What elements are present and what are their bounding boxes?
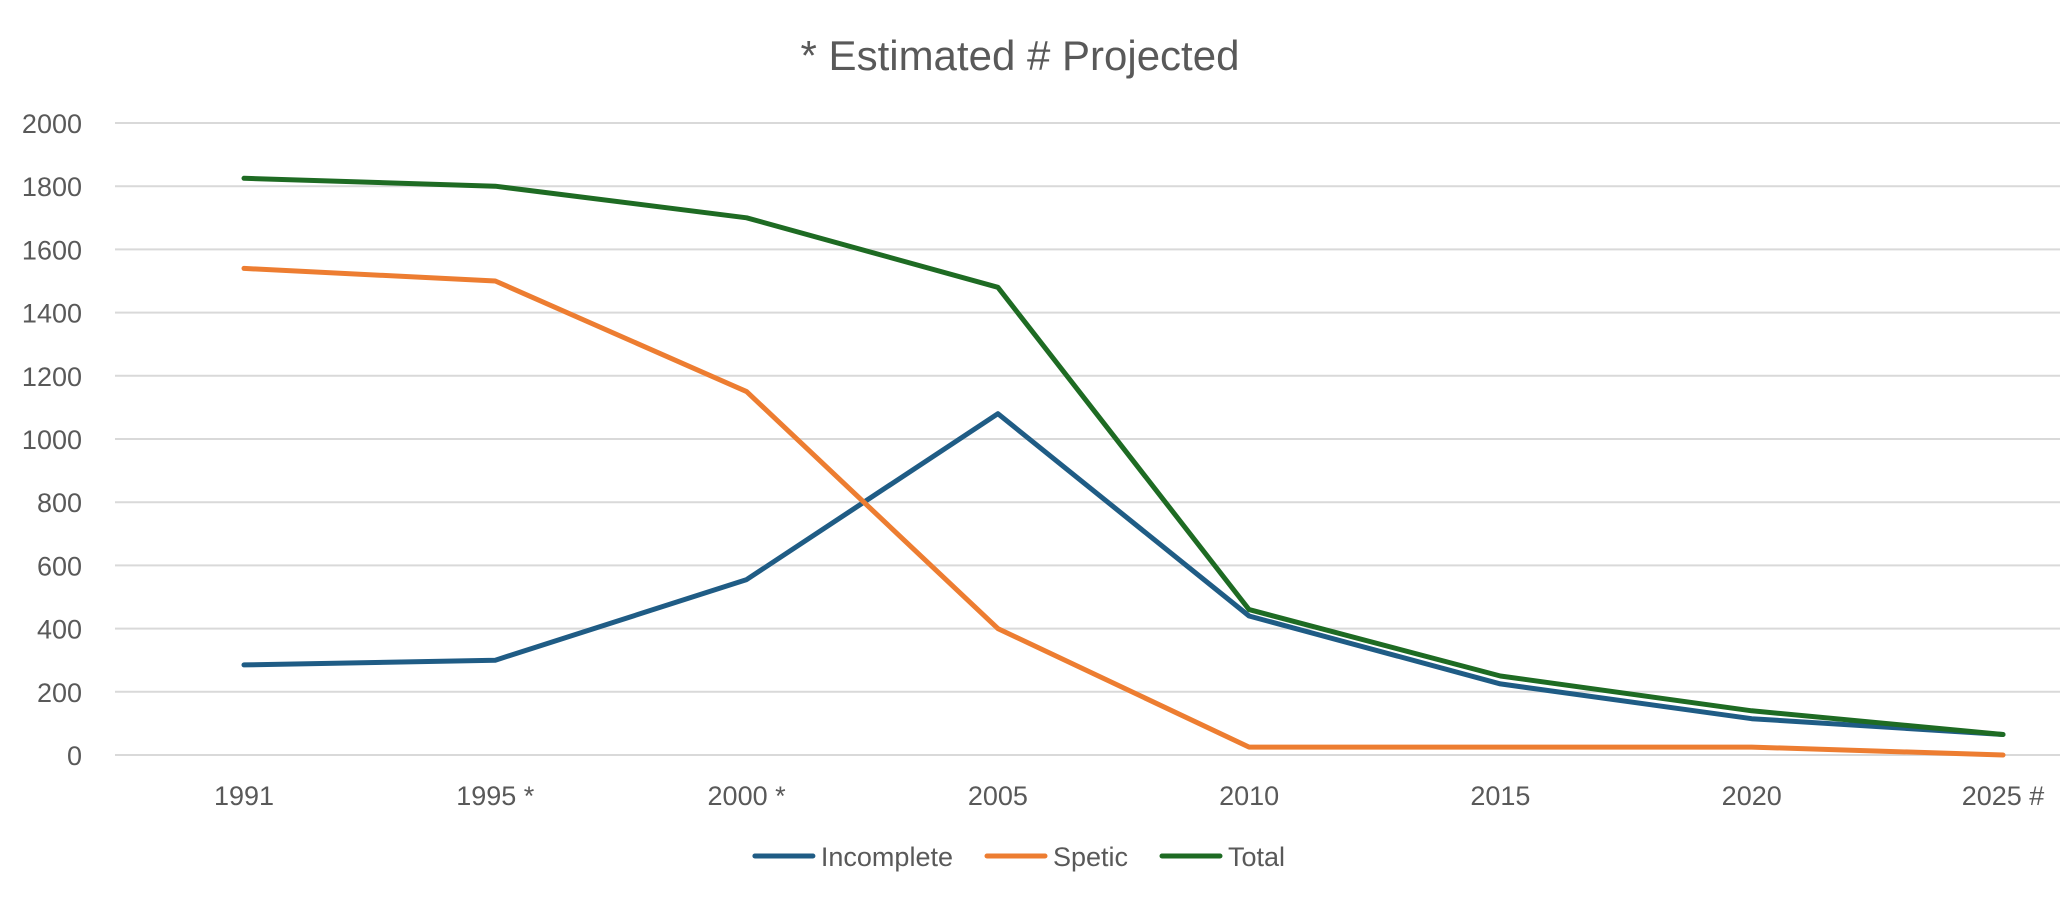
- y-tick-label: 400: [37, 615, 82, 645]
- x-tick-label: 2005: [968, 781, 1028, 811]
- x-tick-label: 2010: [1219, 781, 1279, 811]
- legend-label: Incomplete: [821, 842, 953, 872]
- series-line-spetic: [241, 265, 2006, 758]
- x-tick-label: 1995 *: [456, 781, 535, 811]
- y-tick-label: 1000: [22, 425, 82, 455]
- legend-label: Total: [1228, 842, 1285, 872]
- y-tick-label: 200: [37, 678, 82, 708]
- legend: Incomplete Spetic Total: [752, 842, 1285, 872]
- chart-title: * Estimated # Projected: [801, 32, 1240, 79]
- x-tick-label: 2020: [1722, 781, 1782, 811]
- y-tick-label: 0: [67, 741, 82, 771]
- x-tick-label: 2000 *: [708, 781, 787, 811]
- series-line-incomplete: [241, 411, 2006, 737]
- grid-lines: [115, 122, 2060, 756]
- series-lines: [241, 175, 2006, 758]
- y-tick-label: 1200: [22, 362, 82, 392]
- x-tick-label: 2025 #: [1962, 781, 2045, 811]
- y-tick-label: 1800: [22, 172, 82, 202]
- legend-label: Spetic: [1053, 842, 1128, 872]
- legend-item-total: Total: [1159, 842, 1285, 872]
- y-axis-tick-labels: 0 200 400 600 800 1000 1200 1400 1600 1800 2000: [22, 109, 82, 771]
- series-line-total: [241, 175, 2006, 737]
- x-axis-tick-labels: 1991 1995 * 2000 * 2005 2010 2015 2020 2025 #: [214, 781, 2044, 811]
- x-tick-label: 1991: [214, 781, 274, 811]
- y-tick-label: 2000: [22, 109, 82, 139]
- legend-item-incomplete: Incomplete: [752, 842, 953, 872]
- legend-item-spetic: Spetic: [984, 842, 1128, 872]
- y-tick-label: 1600: [22, 235, 82, 265]
- y-tick-label: 600: [37, 551, 82, 581]
- y-tick-label: 800: [37, 488, 82, 518]
- x-tick-label: 2015: [1470, 781, 1530, 811]
- y-tick-label: 1400: [22, 299, 82, 329]
